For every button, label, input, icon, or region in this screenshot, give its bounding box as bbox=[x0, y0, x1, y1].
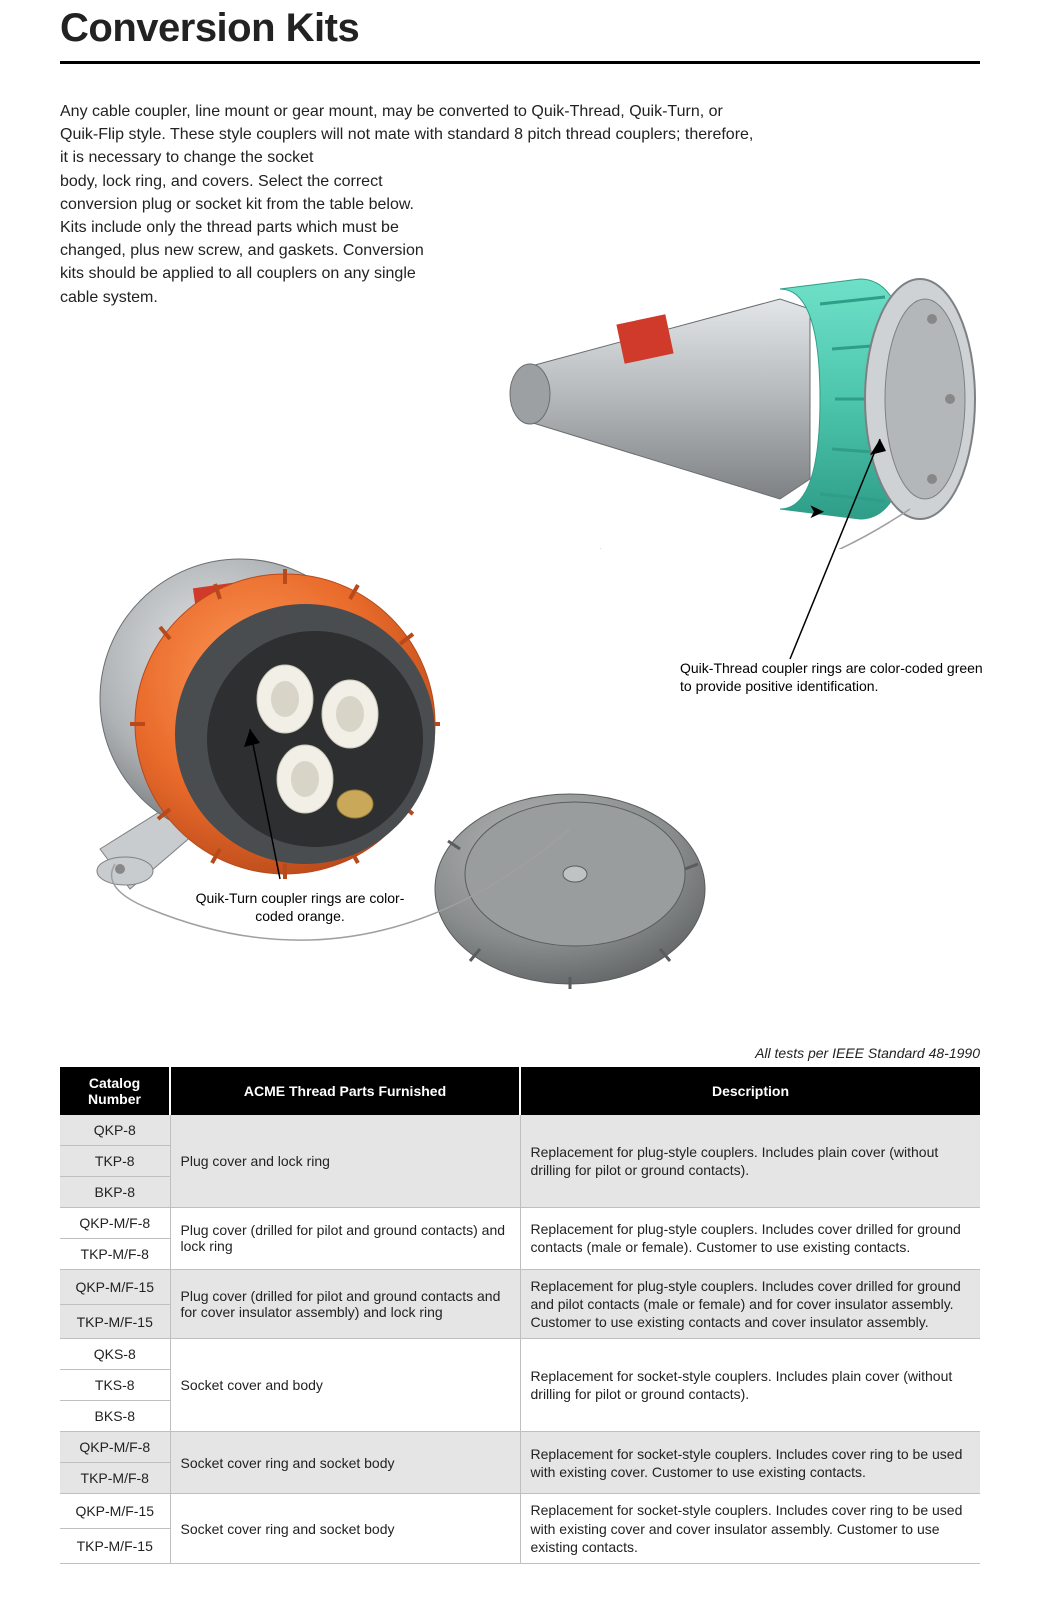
table-row: QKP-M/F-8Socket cover ring and socket bo… bbox=[60, 1432, 980, 1463]
description-cell: Replacement for plug-style couplers. Inc… bbox=[520, 1115, 980, 1208]
catalog-number-cell: QKS-8 bbox=[60, 1339, 170, 1370]
catalog-number-cell: TKP-8 bbox=[60, 1145, 170, 1176]
quik-turn-coupler-image bbox=[70, 529, 710, 1009]
conversion-kits-table: Catalog Number ACME Thread Parts Furnish… bbox=[60, 1067, 980, 1564]
catalog-number-cell: QKP-8 bbox=[60, 1115, 170, 1146]
test-standard-note: All tests per IEEE Standard 48-1990 bbox=[60, 1045, 980, 1061]
green-caption: Quik-Thread coupler rings are color-code… bbox=[680, 659, 990, 695]
orange-caption: Quik-Turn coupler rings are color-coded … bbox=[190, 889, 410, 925]
quik-thread-coupler-image bbox=[480, 249, 1010, 549]
parts-furnished-cell: Socket cover ring and socket body bbox=[170, 1494, 520, 1564]
page-title: Conversion Kits bbox=[60, 0, 980, 57]
description-cell: Replacement for plug-style couplers. Inc… bbox=[520, 1269, 980, 1339]
description-cell: Replacement for socket-style couplers. I… bbox=[520, 1494, 980, 1564]
table-row: QKP-M/F-15Plug cover (drilled for pilot … bbox=[60, 1269, 980, 1304]
col-description: Description bbox=[520, 1067, 980, 1115]
table-row: QKS-8Socket cover and bodyReplacement fo… bbox=[60, 1339, 980, 1370]
description-cell: Replacement for plug-style couplers. Inc… bbox=[520, 1207, 980, 1269]
catalog-number-cell: QKP-M/F-15 bbox=[60, 1269, 170, 1304]
catalog-number-cell: QKP-M/F-8 bbox=[60, 1207, 170, 1238]
catalog-number-cell: QKP-M/F-15 bbox=[60, 1494, 170, 1529]
catalog-number-cell: TKP-M/F-15 bbox=[60, 1529, 170, 1564]
title-rule bbox=[60, 61, 980, 64]
catalog-number-cell: TKP-M/F-15 bbox=[60, 1304, 170, 1339]
parts-furnished-cell: Plug cover (drilled for pilot and ground… bbox=[170, 1207, 520, 1269]
catalog-number-cell: TKP-M/F-8 bbox=[60, 1238, 170, 1269]
catalog-number-cell: TKS-8 bbox=[60, 1370, 170, 1401]
parts-furnished-cell: Plug cover (drilled for pilot and ground… bbox=[170, 1269, 520, 1339]
table-row: QKP-8Plug cover and lock ringReplacement… bbox=[60, 1115, 980, 1146]
catalog-number-cell: TKP-M/F-8 bbox=[60, 1463, 170, 1494]
table-row: QKP-M/F-8Plug cover (drilled for pilot a… bbox=[60, 1207, 980, 1238]
catalog-number-cell: QKP-M/F-8 bbox=[60, 1432, 170, 1463]
table-row: QKP-M/F-15Socket cover ring and socket b… bbox=[60, 1494, 980, 1529]
catalog-number-cell: BKS-8 bbox=[60, 1401, 170, 1432]
catalog-number-cell: BKP-8 bbox=[60, 1176, 170, 1207]
parts-furnished-cell: Plug cover and lock ring bbox=[170, 1115, 520, 1208]
description-cell: Replacement for socket-style couplers. I… bbox=[520, 1432, 980, 1494]
description-cell: Replacement for socket-style couplers. I… bbox=[520, 1339, 980, 1432]
product-illustration-zone: Quik-Thread coupler rings are color-code… bbox=[60, 249, 980, 1039]
intro-paragraph-1: Any cable coupler, line mount or gear mo… bbox=[60, 100, 760, 170]
col-parts-furnished: ACME Thread Parts Furnished bbox=[170, 1067, 520, 1115]
parts-furnished-cell: Socket cover ring and socket body bbox=[170, 1432, 520, 1494]
col-catalog-number: Catalog Number bbox=[60, 1067, 170, 1115]
parts-furnished-cell: Socket cover and body bbox=[170, 1339, 520, 1432]
